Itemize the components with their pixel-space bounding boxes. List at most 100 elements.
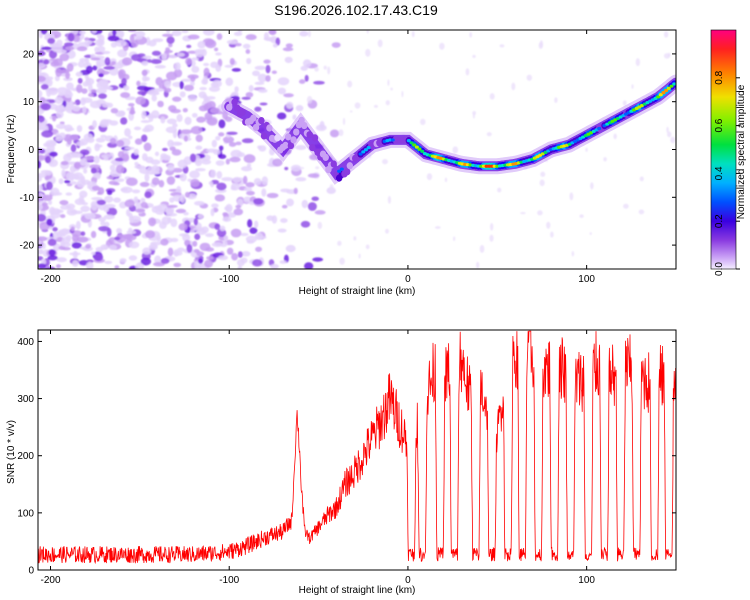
noise-blob	[201, 159, 212, 165]
noise-blob	[190, 178, 200, 187]
noise-blob	[110, 108, 119, 114]
noise-blob	[307, 173, 320, 178]
noise-blob	[133, 196, 139, 204]
noise-blob	[239, 232, 249, 237]
noise-blob	[589, 232, 592, 235]
noise-blob	[257, 73, 268, 83]
noise-blob	[537, 210, 543, 216]
noise-blob	[245, 49, 251, 55]
noise-blob	[65, 46, 75, 51]
noise-blob	[203, 30, 215, 36]
noise-blob	[285, 43, 293, 48]
noise-blob	[663, 31, 669, 38]
noise-blob	[65, 71, 70, 80]
noise-blob	[82, 106, 87, 114]
noise-blob	[230, 228, 242, 238]
noise-blob	[129, 215, 135, 224]
noise-blob	[135, 262, 145, 269]
noise-blob	[72, 260, 79, 267]
noise-blob	[103, 214, 115, 220]
noise-blob	[124, 146, 135, 150]
noise-blob	[199, 87, 207, 91]
ridge-core	[409, 141, 414, 145]
noise-blob	[186, 244, 193, 253]
noise-blob	[107, 35, 120, 42]
noise-blob	[295, 145, 307, 151]
noise-blob	[61, 169, 66, 178]
noise-blob	[177, 159, 188, 169]
ridge-core	[672, 82, 676, 86]
colorbar-ticks: 0.0 0.2 0.4 0.6 0.8	[714, 70, 740, 276]
noise-blob	[170, 218, 178, 228]
noise-blob	[166, 204, 178, 208]
noise-blob	[195, 168, 206, 172]
noise-blob	[150, 241, 162, 246]
noise-blob	[126, 177, 138, 186]
noise-blob	[195, 145, 203, 150]
x-tick-label: 100	[578, 274, 595, 285]
noise-blob	[203, 62, 210, 67]
noise-blob	[218, 132, 225, 137]
noise-blob	[55, 123, 67, 130]
noise-blob	[208, 86, 221, 92]
noise-blob	[171, 149, 182, 156]
colorbar-gradient	[711, 30, 736, 269]
noise-blob	[103, 66, 116, 70]
noise-blob	[215, 52, 222, 56]
noise-blob	[387, 195, 391, 204]
noise-blob	[127, 30, 137, 33]
colorbar-tick-label: 0.4	[714, 166, 725, 180]
noise-blob	[180, 129, 193, 135]
noise-blob	[195, 50, 204, 58]
noise-blob	[168, 54, 178, 59]
x-tick-label: -200	[41, 575, 61, 586]
noise-blob	[162, 33, 174, 37]
noise-blob	[103, 221, 110, 227]
noise-blob	[329, 184, 334, 191]
noise-blob	[479, 244, 485, 253]
noise-blob	[43, 59, 50, 65]
noise-blob	[76, 84, 83, 94]
noise-blob	[154, 64, 167, 69]
noise-blob	[38, 172, 47, 178]
noise-blob	[299, 30, 309, 37]
noise-blob	[190, 125, 203, 135]
noise-blob	[75, 71, 83, 77]
noise-blob	[210, 208, 215, 217]
colorbar-tick-label: 0.6	[714, 118, 725, 132]
noise-blob	[172, 123, 178, 128]
noise-blob	[79, 58, 88, 63]
noise-blob	[476, 261, 480, 269]
colorbar-tick-label: 0.2	[714, 214, 725, 228]
noise-blob	[191, 112, 198, 118]
noise-blob	[46, 181, 53, 191]
noise-blob	[106, 176, 114, 180]
noise-blob	[91, 251, 96, 256]
noise-blob	[313, 80, 325, 85]
noise-blob	[231, 252, 239, 261]
noise-blob	[172, 96, 182, 102]
noise-blob	[56, 257, 67, 263]
ridge-core	[361, 150, 366, 154]
noise-blob	[52, 227, 58, 232]
noise-blob	[245, 91, 254, 98]
noise-blob	[38, 89, 43, 99]
noise-blob	[98, 225, 110, 232]
noise-blob	[170, 108, 182, 114]
noise-blob	[38, 249, 44, 255]
noise-blob	[74, 161, 81, 170]
noise-blob	[47, 37, 56, 44]
noise-blob	[50, 187, 60, 196]
noise-blob	[314, 210, 326, 215]
noise-blob	[47, 255, 58, 261]
x-tick-label: 0	[405, 575, 411, 586]
ridge-segment	[234, 104, 241, 112]
noise-blob	[314, 66, 319, 72]
noise-blob	[206, 256, 214, 260]
noise-blob	[167, 247, 174, 257]
noise-blob	[319, 120, 325, 130]
noise-blob	[47, 200, 53, 206]
noise-blob	[666, 126, 669, 133]
y-tick-label: 300	[17, 394, 34, 405]
noise-blob	[142, 247, 152, 255]
